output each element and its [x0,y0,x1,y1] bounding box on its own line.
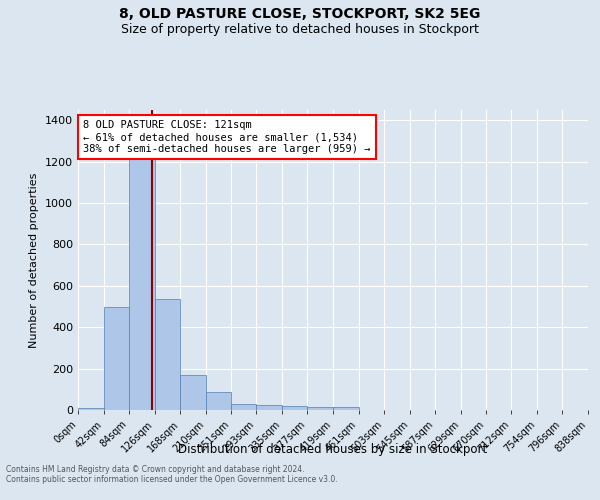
Bar [206,392,231,410]
Bar [180,375,206,410]
Bar [104,306,129,410]
Bar [282,406,307,410]
Bar [78,408,104,410]
Bar [231,404,256,410]
Bar [155,300,180,410]
Text: 8, OLD PASTURE CLOSE, STOCKPORT, SK2 5EG: 8, OLD PASTURE CLOSE, STOCKPORT, SK2 5EG [119,8,481,22]
Bar [307,407,333,410]
Text: Size of property relative to detached houses in Stockport: Size of property relative to detached ho… [121,22,479,36]
Bar [129,152,155,410]
Y-axis label: Number of detached properties: Number of detached properties [29,172,40,348]
Bar [256,405,282,410]
Text: Distribution of detached houses by size in Stockport: Distribution of detached houses by size … [178,442,488,456]
Text: Contains HM Land Registry data © Crown copyright and database right 2024.: Contains HM Land Registry data © Crown c… [6,466,305,474]
Text: 8 OLD PASTURE CLOSE: 121sqm
← 61% of detached houses are smaller (1,534)
38% of : 8 OLD PASTURE CLOSE: 121sqm ← 61% of det… [83,120,371,154]
Bar [333,407,359,410]
Text: Contains public sector information licensed under the Open Government Licence v3: Contains public sector information licen… [6,476,338,484]
